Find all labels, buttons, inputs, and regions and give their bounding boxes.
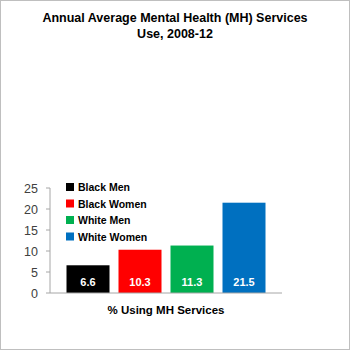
- y-tick: [46, 230, 50, 231]
- y-tick: [46, 188, 50, 189]
- y-tick: [46, 293, 50, 294]
- y-tick-label: 0: [31, 287, 38, 301]
- legend-label: Black Men: [78, 181, 130, 193]
- data-label: 10.3: [129, 276, 150, 288]
- y-axis-line: [50, 188, 51, 293]
- chart-svg: Annual Average Mental Health (MH) Servic…: [0, 0, 350, 350]
- legend-swatch: [66, 233, 74, 241]
- y-tick-label: 5: [31, 266, 38, 280]
- y-tick: [46, 209, 50, 210]
- bar: [67, 265, 110, 293]
- legend-swatch: [66, 183, 74, 191]
- x-axis-line: [50, 293, 282, 294]
- legend-swatch: [66, 200, 74, 208]
- data-label: 6.6: [80, 276, 95, 288]
- data-label: 21.5: [233, 276, 254, 288]
- y-tick: [46, 251, 50, 252]
- y-tick-label: 15: [24, 224, 38, 238]
- y-tick: [46, 272, 50, 273]
- chart-border: [1, 1, 350, 350]
- bar: [171, 246, 214, 293]
- legend-label: White Men: [78, 214, 131, 226]
- y-tick-label: 10: [24, 245, 38, 259]
- data-label: 11.3: [182, 276, 203, 288]
- bars: [67, 203, 266, 293]
- legend-label: Black Women: [78, 198, 147, 210]
- category-label: % Using MH Services: [108, 304, 225, 316]
- legend-label: White Women: [78, 231, 147, 243]
- legend-swatch: [66, 216, 74, 224]
- legend: Black Men Black Women White Men White Women: [66, 181, 147, 243]
- bar: [119, 250, 162, 293]
- chart-title: Annual Average Mental Health (MH) Servic…: [42, 11, 307, 41]
- y-tick-label: 25: [24, 182, 38, 196]
- bar: [223, 203, 266, 293]
- y-tick-label: 20: [24, 203, 38, 217]
- chart-container: Annual Average Mental Health (MH) Servic…: [0, 0, 350, 350]
